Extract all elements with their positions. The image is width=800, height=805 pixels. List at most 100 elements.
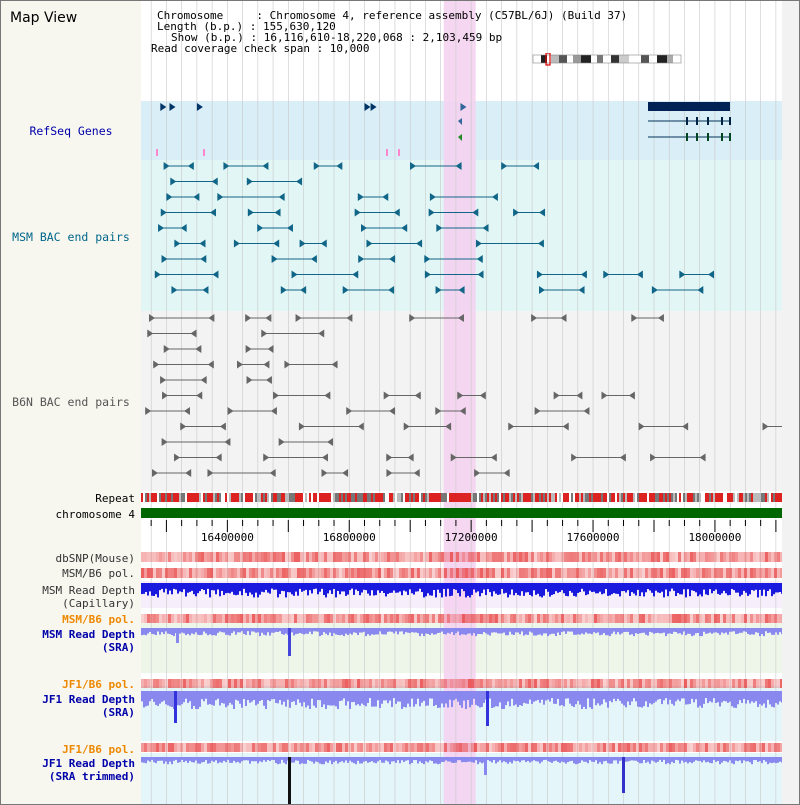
- jf1-b6-pol-1-cell: [684, 679, 687, 688]
- jf1-b6-pol-1-cell: [231, 679, 234, 688]
- jf1-read-sra-bar: [341, 691, 343, 701]
- chromosome-ideogram[interactable]: [531, 53, 691, 67]
- jf1-read-trim-bar: [371, 757, 373, 762]
- repeat-feature: [559, 493, 561, 502]
- dbsnp-cell: [210, 552, 213, 562]
- msm-read-sra-bar: [645, 628, 647, 635]
- repeat-feature: [397, 493, 399, 502]
- jf1-read-trim-bar: [271, 757, 273, 760]
- track-label-msm-read-depth-capillary[interactable]: MSM Read Depth: [42, 584, 135, 597]
- genome-plot-area[interactable]: 16400000 16800000 17200000 17600000 18000000: [141, 1, 782, 804]
- jf1-b6-pol-1-cell: [183, 679, 186, 688]
- msm-read-capillary-bar: [495, 583, 497, 594]
- msm-b6-pol-2-cell: [675, 614, 678, 623]
- gene-block: [648, 102, 730, 111]
- ideogram-band: [547, 55, 551, 63]
- repeat-feature: [757, 493, 759, 502]
- jf1-read-sra-bar: [405, 691, 407, 708]
- msm-read-sra-bar: [167, 628, 169, 634]
- track-label-jf1-b6-pol-2[interactable]: JF1/B6 pol.: [62, 743, 135, 756]
- jf1-read-sra-bar: [733, 691, 735, 708]
- msm-bac-end-marker: [223, 162, 230, 170]
- dbsnp-cell: [252, 552, 255, 562]
- jf1-b6-pol-2-cell: [195, 743, 198, 752]
- msm-read-sra-bar: [497, 628, 499, 634]
- jf1-read-trim-bar: [671, 757, 673, 762]
- repeat-feature: [327, 493, 329, 502]
- jf1-read-sra-bar: [473, 691, 475, 699]
- repeat-feature: [765, 493, 767, 502]
- dbsnp-cell: [321, 552, 324, 562]
- jf1-read-sra-bar: [239, 691, 241, 704]
- jf1-read-trim-bar: [259, 757, 261, 762]
- genome-tracks-svg[interactable]: 16400000 16800000 17200000 17600000 18000000: [141, 1, 782, 804]
- msm-b6-pol-1-cell: [585, 568, 588, 578]
- track-label-refseq-genes[interactable]: RefSeq Genes: [29, 124, 113, 138]
- jf1-read-trim-bar: [709, 757, 711, 763]
- repeat-feature: [331, 493, 333, 502]
- msm-read-sra-bar: [379, 628, 381, 632]
- repeat-feature: [561, 493, 563, 502]
- jf1-b6-pol-1-cell: [657, 679, 660, 688]
- jf1-read-sra-bar: [699, 691, 701, 706]
- jf1-b6-pol-1-cell: [579, 679, 582, 688]
- jf1-read-sra-bar: [199, 691, 201, 707]
- repeat-feature: [393, 493, 395, 502]
- track-label-jf1-read-depth-trimmed[interactable]: JF1 Read Depth: [42, 757, 135, 770]
- gene-exon: [696, 133, 698, 141]
- msm-read-capillary-bar: [249, 583, 251, 593]
- msm-b6-pol-1-cell: [621, 568, 624, 578]
- msm-b6-pol-2-cell: [651, 614, 654, 623]
- track-label-msm-read-depth-sra[interactable]: MSM Read Depth: [42, 628, 135, 641]
- jf1-read-trim-bar: [257, 757, 259, 764]
- msm-read-capillary-bar: [435, 583, 437, 598]
- track-label-msm-bac-end-pairs[interactable]: MSM BAC end pairs: [12, 230, 130, 244]
- jf1-read-trim-bar: [379, 757, 381, 760]
- repeat-feature: [775, 493, 777, 502]
- jf1-read-sra-bar: [605, 691, 607, 703]
- jf1-b6-pol-1-cell: [528, 679, 531, 688]
- track-label-msm-b6-pol-1[interactable]: MSM/B6 pol.: [62, 567, 135, 580]
- jf1-b6-pol-2-cell: [330, 743, 333, 752]
- track-label-dbsnp[interactable]: dbSNP(Mouse): [55, 552, 135, 565]
- repeat-feature: [593, 493, 595, 502]
- msm-read-sra-bar: [169, 628, 171, 635]
- repeat-feature: [183, 493, 185, 502]
- msm-read-capillary-bar: [153, 583, 155, 596]
- msm-bac-end-marker: [458, 286, 465, 294]
- msm-read-sra-bar: [761, 628, 763, 635]
- jf1-b6-pol-1-cell: [408, 679, 411, 688]
- track-label-jf1-b6-pol-1[interactable]: JF1/B6 pol.: [62, 678, 135, 691]
- msm-read-capillary-bar: [715, 583, 717, 590]
- jf1-read-sra-bar: [373, 691, 375, 707]
- track-label-msm-b6-pol-2[interactable]: MSM/B6 pol.: [62, 613, 135, 626]
- jf1-b6-pol-2-cell: [378, 743, 381, 752]
- msm-read-capillary-bar: [645, 583, 647, 593]
- repeat-feature: [207, 493, 209, 502]
- chromosome-bar: [141, 508, 782, 518]
- msm-read-sra-bar: [265, 628, 267, 636]
- jf1-read-sra-bar: [761, 691, 763, 706]
- jf1-read-sra-bar: [331, 691, 333, 706]
- repeat-feature: [671, 493, 673, 502]
- jf1-b6-pol-1-cell: [288, 679, 291, 688]
- jf1-b6-pol-1-cell: [531, 679, 534, 688]
- jf1-read-trim-bar: [365, 757, 367, 762]
- jf1-read-sra-bar: [339, 691, 341, 702]
- msm-read-sra-bar: [371, 628, 373, 635]
- track-label-b6n-bac-end-pairs[interactable]: B6N BAC end pairs: [12, 395, 130, 409]
- msm-read-capillary-bar: [505, 583, 507, 593]
- b6n-bac-end-marker: [699, 453, 706, 462]
- jf1-read-trim-bar: [547, 757, 549, 762]
- jf1-read-sra-bar: [295, 691, 297, 705]
- repeat-feature: [613, 493, 615, 502]
- snp-pink-mark: [398, 149, 400, 156]
- msm-b6-pol-1-cell: [207, 568, 210, 578]
- jf1-read-trim-bar: [311, 757, 313, 762]
- msm-b6-pol-2-cell: [747, 614, 750, 623]
- jf1-read-sra-bar: [721, 691, 723, 703]
- jf1-read-trim-bar: [161, 757, 163, 761]
- jf1-b6-pol-1-cell: [165, 679, 168, 688]
- jf1-read-trim-bar: [219, 757, 221, 763]
- track-label-jf1-read-depth-sra[interactable]: JF1 Read Depth: [42, 693, 135, 706]
